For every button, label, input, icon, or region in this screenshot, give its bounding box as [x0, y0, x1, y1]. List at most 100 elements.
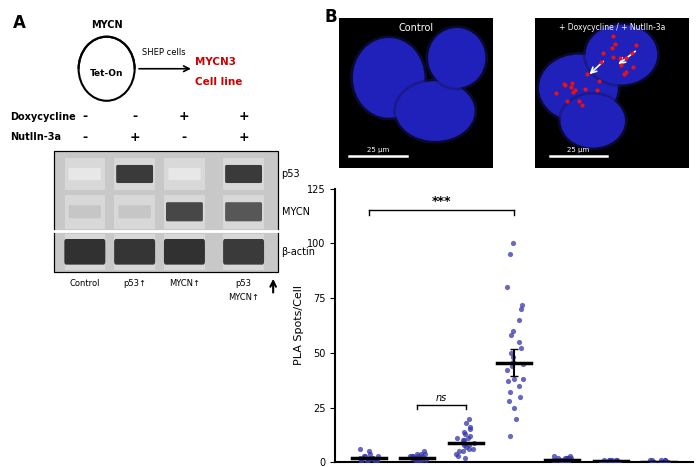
Point	[612, 456, 623, 464]
Text: β-actin: β-actin	[281, 247, 316, 257]
Bar	[164, 158, 204, 190]
Point	[358, 454, 369, 462]
Point	[459, 430, 470, 438]
Text: +: +	[238, 110, 249, 123]
Bar	[536, 18, 690, 168]
FancyBboxPatch shape	[225, 202, 262, 221]
Point	[368, 454, 379, 462]
FancyBboxPatch shape	[223, 239, 264, 265]
Point	[505, 332, 516, 339]
Text: Control: Control	[69, 279, 100, 288]
Text: +: +	[238, 131, 249, 144]
Point	[414, 459, 425, 466]
Point	[548, 456, 559, 464]
Point	[372, 459, 383, 466]
Bar	[339, 18, 493, 168]
FancyBboxPatch shape	[225, 165, 262, 183]
Point	[563, 454, 574, 462]
Point	[505, 389, 516, 396]
Ellipse shape	[539, 55, 618, 121]
Point	[413, 456, 424, 464]
Point	[363, 448, 374, 455]
Point	[508, 404, 519, 411]
Point	[363, 456, 374, 464]
Point	[648, 459, 659, 466]
Point	[515, 345, 526, 352]
Point	[421, 456, 432, 464]
Text: p53: p53	[281, 169, 300, 179]
Text: ***: ***	[432, 195, 452, 208]
Point	[419, 450, 430, 457]
Text: Control: Control	[398, 23, 433, 33]
Point	[603, 456, 615, 464]
Point	[559, 456, 570, 464]
Point	[604, 456, 615, 464]
Point	[561, 454, 572, 462]
FancyBboxPatch shape	[168, 168, 200, 180]
Text: 25 μm: 25 μm	[367, 147, 389, 153]
Bar	[223, 195, 264, 229]
Point	[507, 362, 518, 370]
Point	[510, 415, 522, 422]
Point	[556, 456, 568, 464]
Text: -: -	[83, 131, 88, 144]
Point	[465, 432, 476, 440]
Text: p53↑: p53↑	[123, 279, 146, 288]
Point	[412, 452, 423, 460]
Point	[560, 454, 571, 462]
Point	[598, 456, 609, 464]
Bar	[76, 69, 138, 108]
Point	[454, 448, 465, 455]
Point	[610, 456, 622, 464]
Text: Tet-On: Tet-On	[90, 69, 123, 78]
Point	[359, 452, 370, 460]
Point	[415, 450, 426, 457]
Bar	[164, 234, 204, 270]
Point	[654, 459, 666, 466]
Point	[501, 283, 512, 291]
Point	[514, 338, 525, 346]
Point	[468, 446, 479, 453]
Point	[464, 415, 475, 422]
Text: MYCN: MYCN	[91, 20, 122, 30]
Text: -: -	[132, 110, 137, 123]
Point	[552, 454, 564, 462]
Point	[409, 454, 420, 462]
Ellipse shape	[78, 37, 134, 101]
Point	[417, 452, 428, 460]
Bar	[54, 151, 278, 272]
Point	[505, 349, 517, 356]
Text: Cell line: Cell line	[195, 78, 243, 87]
Point	[508, 358, 519, 365]
Point	[371, 456, 382, 464]
Ellipse shape	[428, 28, 485, 88]
Point	[508, 354, 519, 361]
Point	[514, 393, 525, 400]
Point	[367, 454, 378, 462]
Point	[663, 459, 674, 466]
Point	[364, 450, 375, 457]
Point	[369, 456, 380, 464]
Point	[407, 454, 418, 462]
Point	[659, 456, 670, 464]
Point	[515, 305, 526, 313]
Point	[354, 454, 365, 462]
Point	[463, 446, 475, 453]
Ellipse shape	[583, 22, 660, 87]
Point	[450, 450, 461, 457]
Point	[513, 382, 524, 389]
Text: -: -	[83, 110, 88, 123]
Point	[501, 367, 512, 374]
Point	[464, 426, 475, 433]
Point	[660, 459, 671, 466]
Point	[412, 450, 423, 457]
Text: MYCN↑: MYCN↑	[228, 293, 259, 302]
Bar	[223, 234, 264, 270]
Point	[655, 456, 666, 464]
Bar	[114, 195, 155, 229]
Y-axis label: PLA Spots/Cell: PLA Spots/Cell	[294, 285, 304, 365]
Point	[554, 456, 565, 464]
Point	[503, 397, 514, 405]
Bar	[64, 234, 105, 270]
Text: + Doxycycline / + NutlIn-3a: + Doxycycline / + NutlIn-3a	[559, 23, 666, 32]
